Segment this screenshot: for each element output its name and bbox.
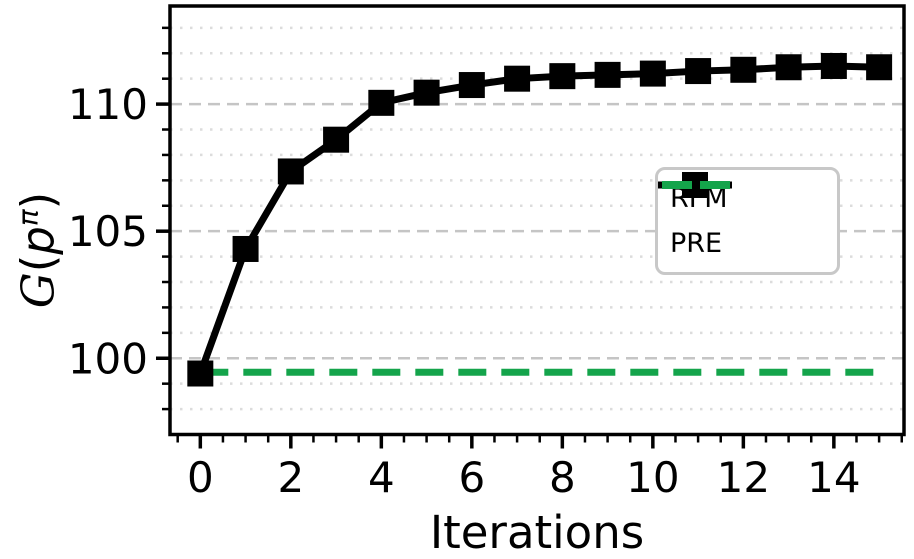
- pre-dashed-line-sample-icon: [662, 181, 730, 189]
- rfm-series-markers: [187, 52, 893, 387]
- svg-text:105: 105: [68, 207, 148, 256]
- svg-text:110: 110: [68, 80, 148, 129]
- y-axis-label: G(pπ): [12, 192, 65, 308]
- ylabel-close-paren: ): [11, 191, 65, 210]
- mathcal-g-symbol: G: [11, 272, 65, 309]
- svg-text:2: 2: [277, 453, 304, 502]
- svg-text:8: 8: [549, 453, 576, 502]
- legend-label-pre: PRE: [670, 228, 723, 259]
- y-tick-labels: 100 105 110: [68, 80, 148, 383]
- axes-frame: [168, 4, 906, 437]
- legend-item-pre: PRE: [662, 181, 825, 259]
- ylabel-superscript-pi: π: [11, 209, 45, 227]
- svg-text:4: 4: [368, 453, 395, 502]
- legend-item-rfm: RFM: [658, 172, 825, 212]
- ylabel-variable-p: p: [11, 226, 65, 255]
- svg-text:0: 0: [187, 453, 214, 502]
- x-axis-ticks: [176, 434, 903, 449]
- x-axis-label: Iterations: [429, 506, 645, 559]
- svg-text:12: 12: [717, 453, 770, 502]
- ylabel-open-paren: (: [11, 254, 65, 273]
- svg-text:100: 100: [68, 334, 148, 383]
- svg-text:14: 14: [807, 453, 860, 502]
- y-axis-ticks: [156, 26, 170, 411]
- rfm-series-line: [197, 62, 880, 375]
- svg-text:6: 6: [458, 453, 485, 502]
- legend: RFM PRE: [655, 167, 840, 275]
- x-tick-labels: 0 2 4 6 8 10 12 14: [187, 453, 861, 502]
- svg-text:10: 10: [626, 453, 679, 502]
